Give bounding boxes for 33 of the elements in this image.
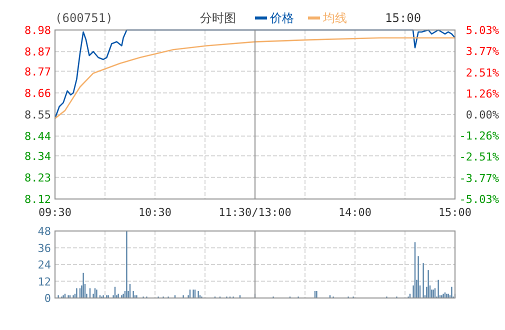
legend-label: 价格 — [269, 11, 294, 25]
y-tick-label: 48 — [38, 225, 51, 238]
text: -3.77% — [459, 172, 499, 185]
text: 5.03% — [466, 24, 499, 37]
text: 3.77% — [466, 45, 499, 58]
y-tick-label: 8.34 — [24, 150, 52, 163]
y-tick-label: 8.55 — [24, 108, 51, 122]
y-tick-label: 8.12 — [24, 193, 51, 206]
text: 1.26% — [466, 87, 499, 100]
chart-title: (600751) — [55, 11, 113, 25]
y-tick-label: 8.44 — [24, 130, 52, 144]
text: -5.03% — [459, 193, 499, 206]
legend-label: 均线 — [322, 11, 347, 25]
x-tick-label: 15:00 — [438, 206, 472, 219]
y-tick-label: 24 — [38, 258, 52, 272]
x-tick-label: 09:30 — [38, 206, 72, 219]
text: -2.51% — [459, 150, 499, 164]
y-tick-label: 12 — [38, 275, 51, 288]
text: 0.00% — [466, 108, 499, 122]
y-tick-label: 8.23 — [24, 171, 51, 184]
y-tick-label: 8.98 — [24, 24, 51, 37]
y-tick-label: 36 — [38, 242, 51, 255]
x-tick-label: 11:30/13:00 — [218, 206, 292, 219]
text: 15:00 — [385, 11, 422, 25]
text: -1.26% — [459, 130, 499, 143]
y-tick-label: 8.87 — [24, 46, 51, 59]
chart-subtitle: 分时图 — [200, 11, 236, 25]
x-tick-label: 10:30 — [138, 206, 172, 219]
y-tick-label: 8.77 — [24, 65, 51, 78]
y-tick-label: 0 — [44, 292, 51, 305]
text: 2.51% — [466, 66, 499, 80]
y-tick-label: 8.66 — [24, 86, 51, 100]
x-tick-label: 14:00 — [338, 206, 372, 219]
